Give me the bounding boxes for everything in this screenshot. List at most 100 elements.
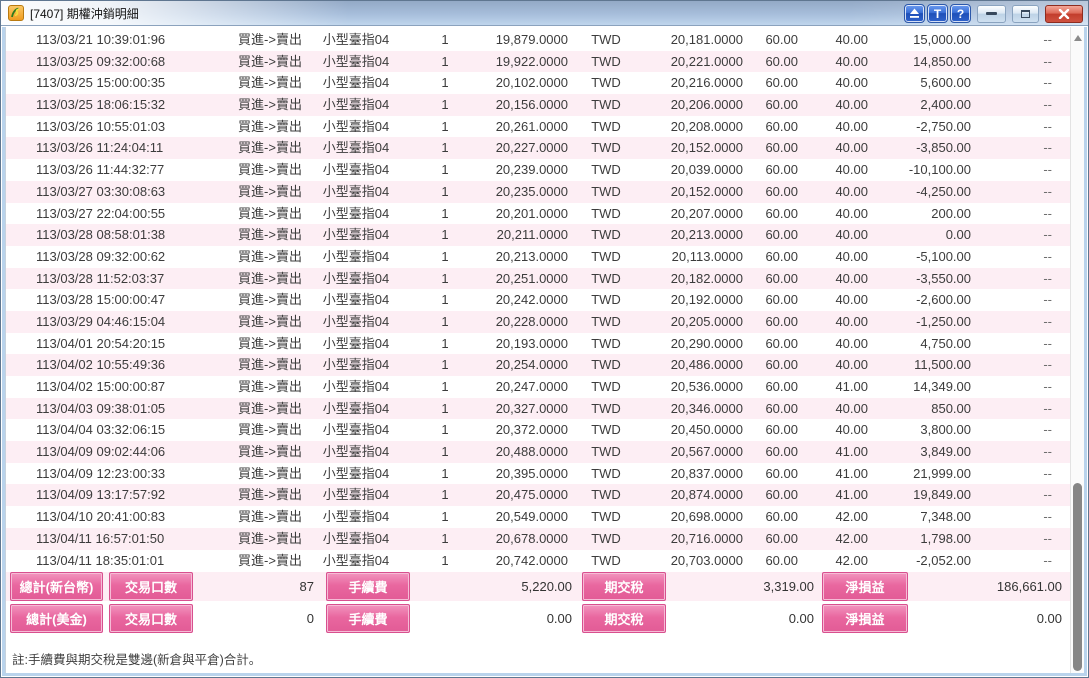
cell-contract: 小型臺指04 [322, 32, 390, 47]
close-button[interactable] [1045, 4, 1083, 23]
table-row[interactable]: 113/03/26 10:55:01:03 買進->賣出 小型臺指04 1 20,261… [6, 116, 1070, 138]
table-row[interactable]: 113/03/28 15:00:00:47 買進->賣出 小型臺指04 1 20,242… [6, 289, 1070, 311]
table-row[interactable]: 113/04/10 20:41:00:83 買進->賣出 小型臺指04 1 20,549… [6, 506, 1070, 528]
cell-datetime: 113/04/11 18:35:01:01 [36, 552, 165, 568]
cell-close-price: 20,698.0000 [670, 509, 743, 525]
table-row[interactable]: 113/04/09 09:02:44:06 買進->賣出 小型臺指04 1 20,488… [6, 441, 1070, 463]
lots-button-usd[interactable]: 交易口數 [109, 604, 193, 634]
cell-quantity: 1 [441, 227, 449, 243]
cell-tax: 40.00 [835, 53, 868, 69]
cell-tax: 40.00 [835, 32, 868, 47]
cell-currency: TWD [591, 379, 621, 394]
cell-contract: 小型臺指04 [322, 227, 390, 243]
cell-pnl: 21,999.00 [913, 465, 971, 481]
cell-pnl: -1,250.00 [916, 313, 971, 329]
cell-datetime: 113/03/29 04:46:15:04 [36, 313, 166, 329]
cell-action: 買進->賣出 [238, 162, 302, 178]
cell-action: 買進->賣出 [238, 32, 302, 47]
table-row[interactable]: 113/04/11 16:57:01:50 買進->賣出 小型臺指04 1 20,678… [6, 527, 1070, 550]
cell-action: 買進->賣出 [238, 97, 302, 113]
cell-quantity: 1 [441, 530, 449, 546]
cell-datetime: 113/03/25 09:32:00:68 [36, 53, 166, 69]
cell-currency: TWD [591, 227, 621, 243]
table-row[interactable]: 113/03/25 18:06:15:32 買進->賣出 小型臺指04 1 20,156… [6, 94, 1070, 116]
lots-button-twd[interactable]: 交易口數 [109, 572, 193, 602]
cell-tax: 41.00 [835, 444, 868, 460]
total-twd-button[interactable]: 總計(新台幣) [10, 572, 103, 602]
cell-extra: -- [1043, 487, 1052, 503]
table-row[interactable]: 113/03/25 15:00:00:35 買進->賣出 小型臺指04 1 20,102… [6, 72, 1070, 94]
table-row[interactable]: 113/03/26 11:24:04:11 買進->賣出 小型臺指04 1 20,227… [6, 137, 1070, 160]
cell-action: 買進->賣出 [238, 552, 302, 568]
scroll-up-button[interactable] [1071, 31, 1085, 45]
table-row[interactable]: 113/03/29 04:46:15:04 買進->賣出 小型臺指04 1 20,228… [6, 310, 1070, 333]
cell-datetime: 113/04/09 12:23:00:33 [36, 465, 166, 481]
cell-pnl: 3,849.00 [920, 444, 971, 460]
cell-fee: 60.00 [765, 248, 798, 264]
fee-value-twd: 5,220.00 [521, 579, 572, 595]
cell-pnl: 14,349.00 [913, 379, 971, 394]
cell-close-price: 20,486.0000 [670, 357, 743, 373]
pin-button[interactable] [904, 4, 925, 23]
cell-extra: -- [1043, 227, 1052, 243]
cell-pnl: -10,100.00 [908, 162, 971, 178]
tax-button-twd[interactable]: 期交稅 [582, 572, 666, 602]
vertical-scrollbar[interactable] [1070, 27, 1084, 673]
cell-extra: -- [1043, 32, 1052, 47]
minimize-button[interactable] [977, 4, 1006, 23]
table-row[interactable]: 113/04/02 10:55:49:36 買進->賣出 小型臺指04 1 20,254… [6, 354, 1070, 376]
cell-tax: 40.00 [835, 140, 868, 156]
tax-button-usd[interactable]: 期交稅 [582, 604, 666, 634]
cell-contract: 小型臺指04 [322, 379, 390, 394]
cell-fee: 60.00 [765, 379, 798, 394]
cell-action: 買進->賣出 [238, 53, 302, 69]
table-row[interactable]: 113/04/09 13:17:57:92 買進->賣出 小型臺指04 1 20,475… [6, 484, 1070, 507]
table-row[interactable]: 113/03/27 03:30:08:63 買進->賣出 小型臺指04 1 20,235… [6, 180, 1070, 203]
cell-tax: 40.00 [835, 75, 868, 91]
table-row[interactable]: 113/04/03 09:38:01:05 買進->賣出 小型臺指04 1 20,327… [6, 397, 1070, 420]
table-row[interactable]: 113/04/04 03:32:06:15 買進->賣出 小型臺指04 1 20,372… [6, 419, 1070, 441]
cell-pnl: 0.00 [945, 227, 971, 243]
cell-datetime: 113/04/09 09:02:44:06 [36, 444, 166, 460]
cell-tax: 40.00 [835, 118, 868, 134]
cell-tax: 40.00 [835, 313, 868, 329]
cell-extra: -- [1043, 118, 1052, 134]
table-row[interactable]: 113/04/11 18:35:01:01 買進->賣出 小型臺指04 1 20,742… [6, 550, 1070, 572]
fee-button-usd[interactable]: 手續費 [326, 604, 410, 634]
net-pnl-button-usd[interactable]: 淨損益 [822, 604, 908, 634]
table-row[interactable]: 113/04/02 15:00:00:87 買進->賣出 小型臺指04 1 20,247… [6, 376, 1070, 398]
cell-fee: 60.00 [765, 530, 798, 546]
table-row[interactable]: 113/03/28 08:58:01:38 買進->賣出 小型臺指04 1 20,211… [6, 224, 1070, 246]
table-row[interactable]: 113/04/09 12:23:00:33 買進->賣出 小型臺指04 1 20,395… [6, 463, 1070, 485]
cell-extra: -- [1043, 444, 1052, 460]
net-pnl-button-twd[interactable]: 淨損益 [822, 572, 908, 602]
cell-action: 買進->賣出 [238, 357, 302, 373]
table-row[interactable]: 113/04/01 20:54:20:15 買進->賣出 小型臺指04 1 20,193… [6, 333, 1070, 355]
cell-close-price: 20,113.0000 [671, 248, 743, 264]
text-tool-button[interactable]: T [927, 4, 948, 23]
cell-currency: TWD [591, 357, 621, 373]
cell-pnl: -5,100.00 [916, 248, 971, 264]
table-row[interactable]: 113/03/26 11:44:32:77 買進->賣出 小型臺指04 1 20,239… [6, 159, 1070, 181]
table-row[interactable]: 113/03/27 22:04:00:55 買進->賣出 小型臺指04 1 20,201… [6, 203, 1070, 225]
cell-extra: -- [1043, 465, 1052, 481]
trade-table: 113/03/21 10:39:01:96 買進->賣出 小型臺指04 1 19,879… [6, 27, 1070, 571]
help-button[interactable]: ? [950, 4, 971, 23]
cell-open-price: 20,102.0000 [495, 75, 568, 91]
cell-quantity: 1 [441, 270, 449, 286]
cell-quantity: 1 [441, 248, 449, 264]
cell-datetime: 113/03/25 15:00:00:35 [36, 75, 166, 91]
cell-datetime: 113/04/11 16:57:01:50 [36, 530, 165, 546]
table-row[interactable]: 113/03/28 11:52:03:37 買進->賣出 小型臺指04 1 20,251… [6, 267, 1070, 290]
scroll-thumb[interactable] [1073, 483, 1082, 671]
table-row[interactable]: 113/03/21 10:39:01:96 買進->賣出 小型臺指04 1 19,879… [6, 29, 1070, 51]
fee-button-twd[interactable]: 手續費 [326, 572, 410, 602]
cell-currency: TWD [591, 53, 621, 69]
titlebar[interactable]: [7407] 期權沖銷明細 T ? [1, 1, 1088, 26]
total-usd-button[interactable]: 總計(美金) [10, 604, 103, 634]
table-row[interactable]: 113/03/28 09:32:00:62 買進->賣出 小型臺指04 1 20,213… [6, 246, 1070, 268]
cell-quantity: 1 [441, 140, 449, 156]
table-row[interactable]: 113/03/25 09:32:00:68 買進->賣出 小型臺指04 1 19,922… [6, 50, 1070, 73]
restore-button[interactable] [1012, 4, 1039, 23]
